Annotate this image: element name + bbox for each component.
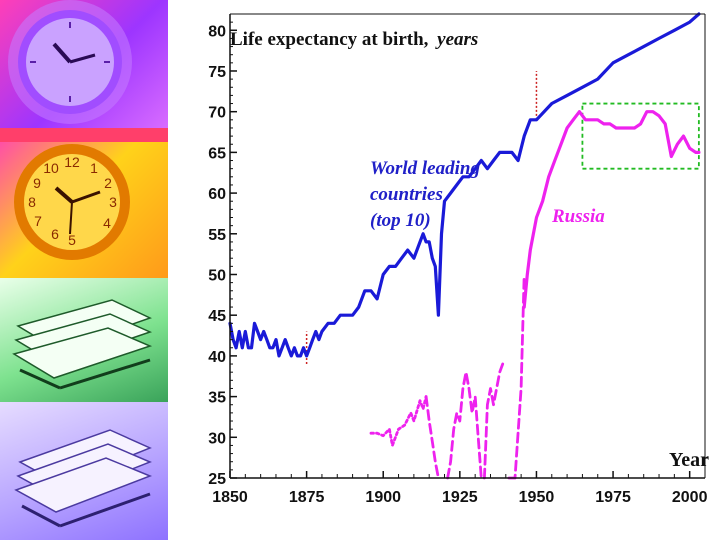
y-tick-label: 65: [208, 145, 226, 162]
chart-title-text: Life expectancy at birth,: [230, 29, 429, 50]
series-line: [228, 12, 701, 358]
lavender-papers-photo: [0, 402, 168, 540]
papers-icon: [14, 429, 153, 528]
series-line: [369, 395, 428, 447]
y-tick-label: 80: [208, 23, 226, 40]
clock-numeral: 8: [28, 194, 36, 210]
clock-numeral: 1: [90, 160, 98, 176]
y-tick-label: 30: [208, 430, 226, 447]
clock-numeral: 4: [103, 215, 111, 231]
x-tick-label: 1875: [289, 489, 325, 506]
purple-clock-photo: [0, 0, 168, 128]
clock-numeral: 12: [64, 154, 80, 170]
y-tick-label: 70: [208, 105, 226, 122]
x-tick-label: 1925: [442, 489, 478, 506]
clock-numeral: 7: [34, 213, 42, 229]
series-label-line: (top 10): [370, 210, 431, 231]
y-tick-label: 35: [208, 390, 226, 407]
series-line: [446, 362, 505, 480]
decorative-image-strip: 12 1 2 3 4 5 6 7 8 9 10: [0, 0, 168, 540]
x-tick-label: 1900: [365, 489, 401, 506]
series-label-line: World leading: [370, 158, 480, 179]
clock-numeral: 6: [51, 226, 59, 242]
orange-clock-photo: 12 1 2 3 4 5 6 7 8 9 10: [0, 142, 168, 278]
clock-numeral: 3: [109, 194, 117, 210]
chart-title: Life expectancy at birth, years: [230, 29, 478, 50]
y-tick-label: 60: [208, 186, 226, 203]
x-tick-label: 1850: [212, 489, 248, 506]
series-line: [522, 110, 701, 309]
x-tick-label: 1975: [595, 489, 631, 506]
green-papers-photo: [0, 278, 168, 402]
clock-numeral: 9: [33, 175, 41, 191]
y-tick-label: 45: [208, 308, 226, 325]
series-label-line: countries: [370, 184, 443, 205]
clock-numeral: 10: [43, 160, 59, 176]
y-tick-label: 50: [208, 267, 226, 284]
y-tick-label: 75: [208, 64, 226, 81]
clock-icon: 12 1 2 3 4 5 6 7 8 9 10: [14, 144, 130, 260]
series-line: [507, 273, 526, 480]
chart-title-unit: years: [435, 29, 478, 50]
series-line: [424, 395, 440, 480]
life-expectancy-chart: 25 30 35 40 45 50 55 60 65 70 75 80 1850 1875 1900 1925…: [208, 12, 709, 506]
y-tick-label: 40: [208, 349, 226, 366]
series-label-russia: Russia: [551, 206, 605, 227]
x-tick-label: 1950: [519, 489, 555, 506]
x-tick-label: 2000: [672, 489, 708, 506]
x-axis-label: Year: [669, 449, 709, 471]
highlight-box: [581, 102, 700, 170]
series-world-leading: [228, 12, 701, 358]
clock-numeral: 2: [104, 175, 112, 191]
y-tick-label: 55: [208, 227, 226, 244]
clock-icon: [8, 0, 132, 124]
papers-icon: [12, 299, 153, 390]
series-label-world: World leading countries (top 10): [370, 158, 480, 231]
clock-numeral: 5: [68, 232, 76, 248]
y-tick-label: 25: [208, 471, 226, 488]
